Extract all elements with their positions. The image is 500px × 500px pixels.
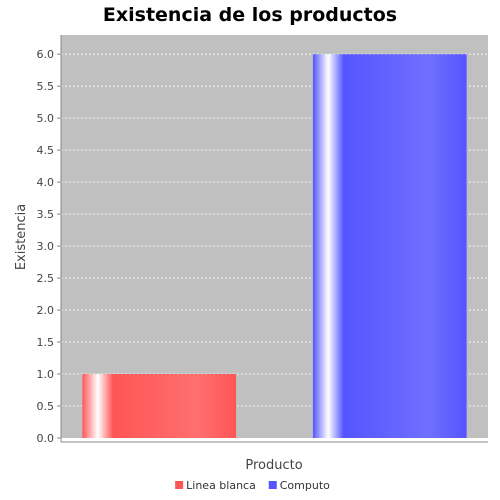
y-tick-label: 4.5 xyxy=(37,144,55,157)
y-tick-label: 1.5 xyxy=(37,336,55,349)
y-tick-label: 2.5 xyxy=(37,272,55,285)
bar-computo[interactable] xyxy=(312,54,467,438)
y-tick-label: 0.0 xyxy=(37,432,55,445)
legend-label: Computo xyxy=(280,479,330,492)
legend: Linea blanca Computo xyxy=(175,479,330,492)
y-tick-label: 1.0 xyxy=(37,368,55,381)
legend-swatch xyxy=(268,481,277,489)
bars xyxy=(82,54,467,438)
legend-swatch xyxy=(175,481,184,489)
y-axis: 0.0 0.5 1.0 1.5 2.0 2.5 3.0 3.5 4.0 4.5 5.0 5.5 6.0 xyxy=(37,35,488,445)
legend-label: Linea blanca xyxy=(186,479,256,492)
chart-title: Existencia de los productos xyxy=(103,4,397,26)
y-tick-label: 4.0 xyxy=(37,176,55,189)
y-tick-label: 5.5 xyxy=(37,80,55,93)
y-tick-label: 0.5 xyxy=(37,400,55,413)
y-tick-label: 3.0 xyxy=(37,240,55,253)
y-tick-label: 2.0 xyxy=(37,304,55,317)
y-axis-title: Existencia xyxy=(14,204,29,270)
y-tick-label: 3.5 xyxy=(37,208,55,221)
grid-lines xyxy=(61,53,488,407)
y-tick-label: 5.0 xyxy=(37,112,55,125)
bar-linea-blanca[interactable] xyxy=(82,374,237,438)
y-tick-label: 6.0 xyxy=(37,48,55,61)
x-axis-title: Producto xyxy=(245,458,302,473)
